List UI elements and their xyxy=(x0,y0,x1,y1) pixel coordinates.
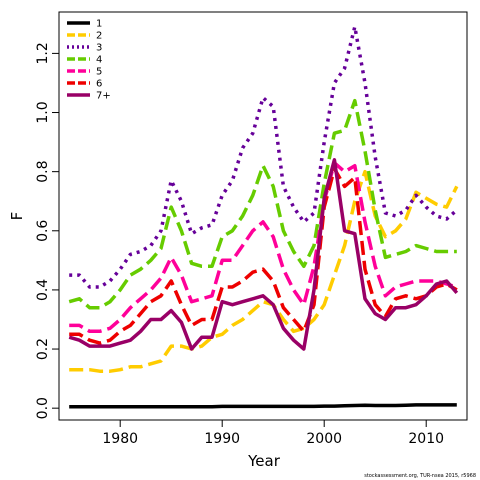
plot-frame xyxy=(58,11,468,421)
x-tick-label: 1990 xyxy=(204,431,240,447)
y-tick-label: 0.4 xyxy=(35,279,51,301)
y-axis: 0.0 0.2 0.4 0.6 0.8 1.0 1.2 xyxy=(35,42,59,419)
x-axis-title: Year xyxy=(247,452,281,470)
legend-label: 7+ xyxy=(96,91,111,102)
legend-label: 6 xyxy=(96,79,102,90)
x-tick-label: 1980 xyxy=(102,431,138,447)
series-line-7 xyxy=(68,158,459,351)
y-tick-label: 0.2 xyxy=(35,338,51,360)
y-tick-label: 0.8 xyxy=(35,161,51,183)
legend-label: 2 xyxy=(96,31,102,42)
x-tick-label: 2000 xyxy=(306,431,342,447)
y-tick-label: 0.6 xyxy=(35,220,51,242)
series-line-2 xyxy=(69,169,459,373)
y-axis-title: F xyxy=(8,212,26,221)
series-line-3 xyxy=(69,25,458,289)
y-tick-label: 0.0 xyxy=(35,397,51,419)
footnote: stockassessment.org, TUR-nsea 2015, r596… xyxy=(364,473,476,479)
series-line-1 xyxy=(69,403,457,409)
legend-label: 1 xyxy=(96,19,102,30)
legend-label: 3 xyxy=(96,43,102,54)
legend-label: 4 xyxy=(96,55,102,66)
legend-label: 5 xyxy=(96,67,102,78)
series-layer xyxy=(68,25,459,409)
series-line-5 xyxy=(69,161,458,334)
x-tick-label: 2010 xyxy=(408,431,444,447)
series-line-4 xyxy=(68,98,457,310)
y-tick-label: 1.0 xyxy=(35,101,51,123)
series-line-6 xyxy=(69,166,458,345)
y-tick-label: 1.2 xyxy=(35,42,51,64)
x-axis: 1980 1990 2000 2010 xyxy=(102,420,444,447)
